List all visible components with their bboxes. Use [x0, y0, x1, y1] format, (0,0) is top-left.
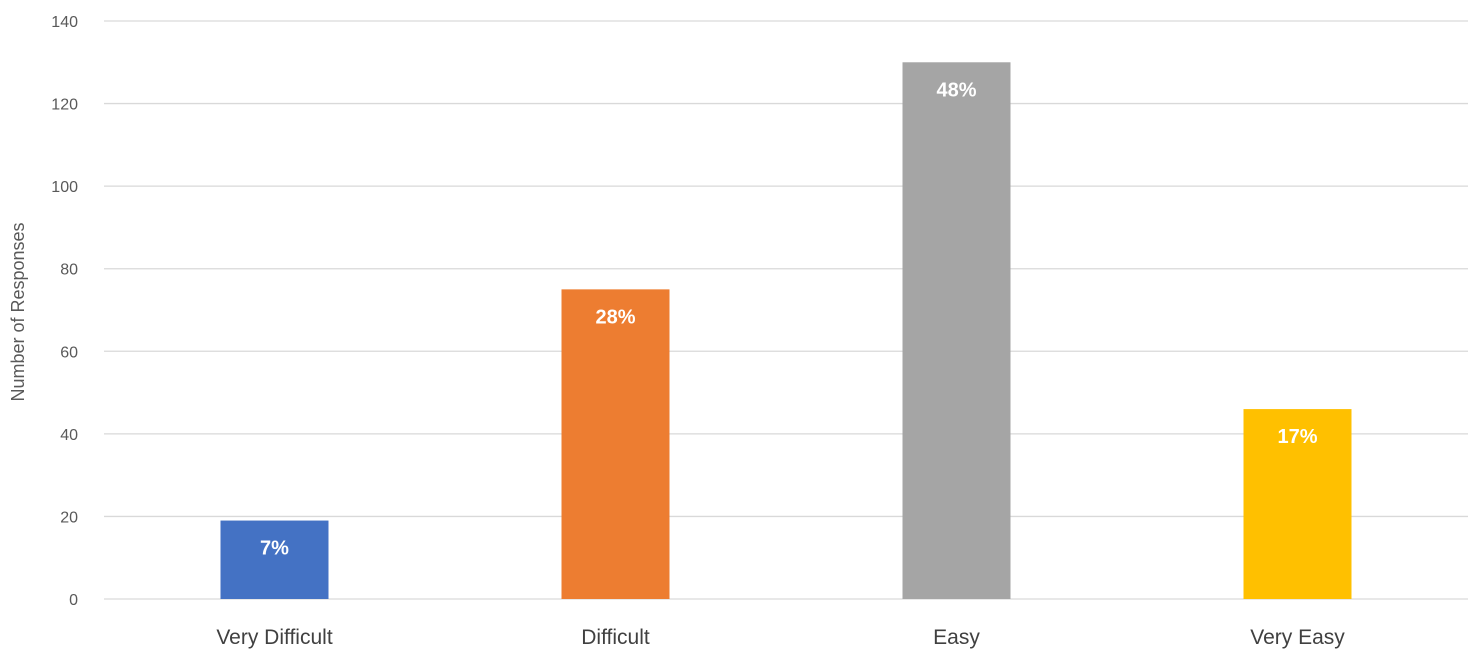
- x-category-label: Very Easy: [1250, 626, 1345, 649]
- y-tick-label: 120: [51, 97, 78, 114]
- y-tick-label: 20: [60, 509, 78, 526]
- y-axis-ticks: 0 20 40 60 80 100 120 140: [51, 14, 78, 609]
- y-tick-label: 140: [51, 14, 78, 31]
- bar-very-easy: [1243, 409, 1352, 599]
- y-tick-label: 60: [60, 344, 78, 361]
- bars: [220, 62, 1352, 600]
- y-tick-label: 100: [51, 179, 78, 196]
- data-label: 48%: [936, 79, 976, 101]
- y-axis-title: Number of Responses: [8, 222, 28, 401]
- data-label: 17%: [1277, 426, 1317, 448]
- data-label: 7%: [260, 538, 289, 560]
- y-tick-label: 0: [69, 592, 78, 609]
- bar-very-difficult: [220, 520, 329, 599]
- bar-easy: [902, 62, 1011, 600]
- y-tick-label: 40: [60, 427, 78, 444]
- data-labels: 7% 28% 48% 17%: [260, 79, 1318, 559]
- data-label: 28%: [595, 306, 635, 328]
- bar-difficult: [561, 289, 670, 599]
- x-axis-categories: Very Difficult Difficult Easy Very Easy: [216, 626, 1345, 649]
- gridlines: [104, 20, 1468, 600]
- x-category-label: Difficult: [581, 626, 650, 649]
- x-category-label: Very Difficult: [216, 626, 332, 649]
- x-category-label: Easy: [933, 626, 980, 649]
- y-tick-label: 80: [60, 262, 78, 279]
